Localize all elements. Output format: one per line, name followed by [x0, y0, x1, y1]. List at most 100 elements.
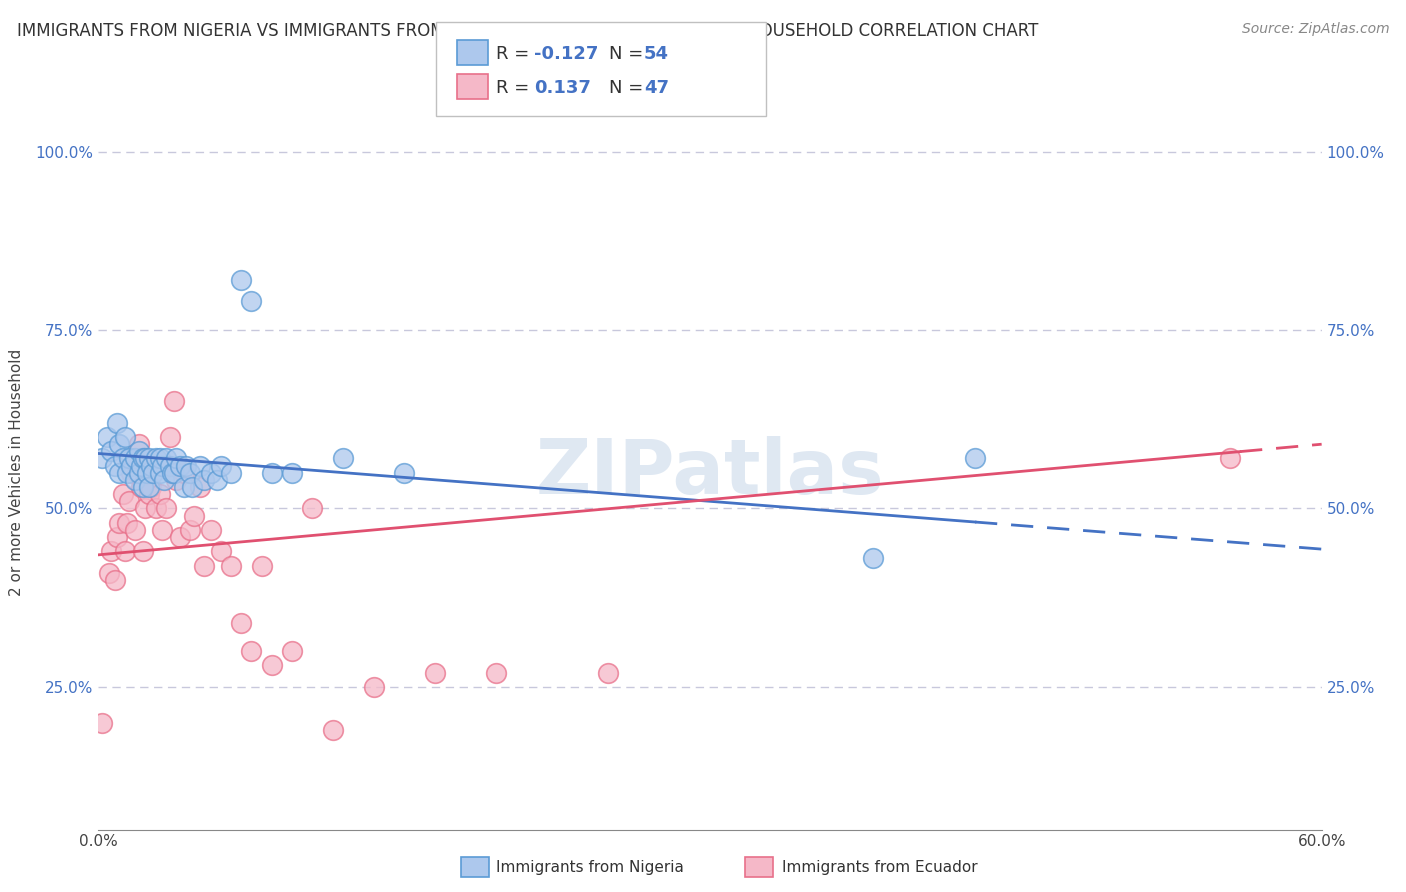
Point	[115, 516, 138, 530]
Text: IMMIGRANTS FROM NIGERIA VS IMMIGRANTS FROM ECUADOR 2 OR MORE VEHICLES IN HOUSEHO: IMMIGRANTS FROM NIGERIA VS IMMIGRANTS FR…	[17, 22, 1038, 40]
Point	[115, 466, 138, 480]
Point	[209, 458, 232, 473]
Point	[150, 458, 173, 473]
Point	[108, 466, 131, 480]
Point	[169, 458, 191, 473]
Point	[250, 558, 273, 573]
Point	[260, 658, 283, 673]
Point	[183, 508, 205, 523]
Point	[149, 487, 172, 501]
Point	[138, 487, 160, 501]
Point	[132, 544, 155, 558]
Point	[104, 458, 127, 473]
Point	[145, 501, 167, 516]
Point	[96, 430, 118, 444]
Point	[155, 451, 177, 466]
Point	[160, 466, 183, 480]
Point	[118, 451, 141, 466]
Point	[134, 451, 156, 466]
Point	[200, 523, 222, 537]
Point	[281, 644, 304, 658]
Point	[141, 458, 163, 473]
Point	[332, 451, 354, 466]
Point	[165, 473, 187, 487]
Point	[193, 473, 215, 487]
Point	[163, 394, 186, 409]
Point	[231, 273, 253, 287]
Point	[105, 530, 128, 544]
Text: Source: ZipAtlas.com: Source: ZipAtlas.com	[1241, 22, 1389, 37]
Point	[111, 451, 134, 466]
Point	[152, 473, 174, 487]
Point	[169, 530, 191, 544]
Point	[114, 544, 136, 558]
Point	[91, 715, 114, 730]
Point	[155, 501, 177, 516]
Point	[124, 451, 146, 466]
Point	[193, 558, 215, 573]
Point	[149, 451, 172, 466]
Point	[179, 523, 201, 537]
Point	[120, 466, 142, 480]
Point	[173, 466, 195, 480]
Point	[240, 294, 263, 309]
Point	[159, 458, 181, 473]
Point	[1219, 451, 1241, 466]
Point	[108, 516, 131, 530]
Y-axis label: 2 or more Vehicles in Household: 2 or more Vehicles in Household	[10, 349, 24, 597]
Point	[219, 558, 242, 573]
Text: Immigrants from Ecuador: Immigrants from Ecuador	[782, 860, 977, 874]
Point	[150, 523, 173, 537]
Point	[100, 544, 122, 558]
Point	[260, 466, 283, 480]
Point	[100, 444, 122, 458]
Point	[392, 466, 416, 480]
Point	[174, 458, 197, 473]
Point	[120, 458, 142, 473]
Point	[485, 665, 508, 680]
Point	[301, 501, 323, 516]
Point	[965, 451, 987, 466]
Point	[165, 451, 187, 466]
Point	[111, 487, 134, 501]
Text: R =: R =	[496, 78, 541, 96]
Point	[141, 480, 163, 494]
Point	[136, 466, 159, 480]
Text: R =: R =	[496, 45, 536, 62]
Point	[159, 430, 181, 444]
Point	[281, 466, 304, 480]
Point	[118, 494, 141, 508]
Point	[128, 466, 150, 480]
Point	[138, 451, 160, 466]
Point	[181, 480, 204, 494]
Point	[114, 430, 136, 444]
Point	[129, 480, 152, 494]
Point	[149, 466, 172, 480]
Point	[134, 501, 156, 516]
Point	[124, 523, 146, 537]
Point	[127, 466, 149, 480]
Point	[598, 665, 620, 680]
Point	[219, 466, 242, 480]
Text: Immigrants from Nigeria: Immigrants from Nigeria	[496, 860, 685, 874]
Point	[124, 473, 146, 487]
Point	[108, 437, 131, 451]
Point	[240, 644, 263, 658]
Point	[200, 466, 222, 480]
Point	[91, 451, 114, 466]
Point	[132, 451, 155, 466]
Text: 47: 47	[644, 78, 669, 96]
Point	[205, 473, 228, 487]
Point	[145, 451, 167, 466]
Point	[104, 573, 127, 587]
Point	[132, 480, 155, 494]
Text: 0.137: 0.137	[534, 78, 591, 96]
Text: N =: N =	[609, 78, 648, 96]
Text: -0.127: -0.127	[534, 45, 599, 62]
Point	[129, 458, 152, 473]
Point	[142, 466, 165, 480]
Point	[179, 466, 201, 480]
Point	[322, 723, 344, 737]
Point	[363, 680, 385, 694]
Point	[173, 480, 195, 494]
